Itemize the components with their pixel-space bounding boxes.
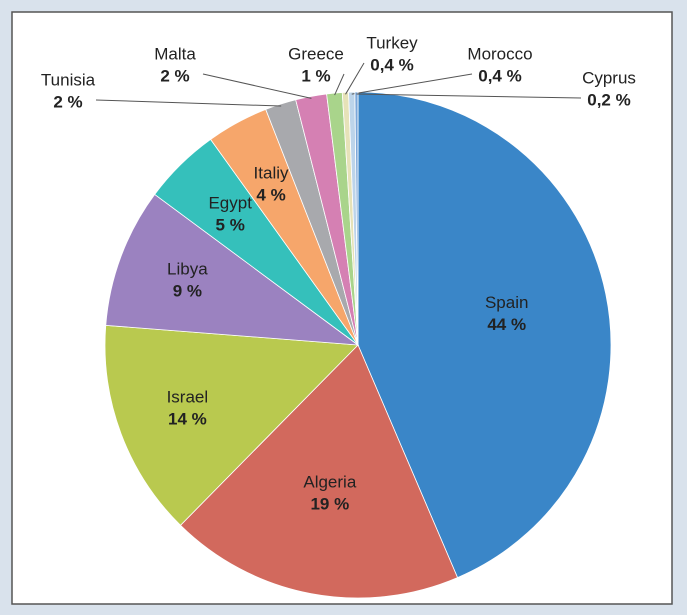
pie-slice [105,193,360,346]
slice-name: Greece [288,44,344,63]
leader-line [351,73,473,95]
slice-name: Turkey [366,33,418,52]
slice-value: 19 % [310,495,349,514]
slice-name: Morocco [467,44,532,63]
slice-name: Egypt [208,194,252,213]
slice-name: Libya [167,260,208,279]
slice-value: 9 % [173,282,202,301]
leader-line [95,99,282,107]
leader-line [345,62,365,95]
pie-slice [104,324,359,526]
leader-line [202,73,312,99]
slice-name: Italiy [254,163,289,182]
slice-value: 4 % [256,185,285,204]
pie-slice [354,91,359,346]
slice-name: Spain [485,293,528,312]
slice-value: 44 % [487,315,526,334]
slice-name: Malta [154,44,196,63]
slice-value: 1 % [301,66,330,85]
leader-line [334,73,345,96]
slice-value: 5 % [216,216,245,235]
slice-value: 14 % [168,409,207,428]
slice-value: 0,2 % [587,90,630,109]
slice-value: 0,4 % [370,55,413,74]
slice-name: Cyprus [582,68,636,87]
pie-slice [357,91,612,579]
slice-name: Algeria [303,473,356,492]
leader-line [356,93,582,99]
slice-value: 0,4 % [478,66,521,85]
slice-value: 2 % [160,66,189,85]
slice-value: 2 % [53,92,82,111]
slice-name: Tunisia [41,70,96,89]
slice-name: Israel [167,387,209,406]
pie-slice [179,344,459,599]
